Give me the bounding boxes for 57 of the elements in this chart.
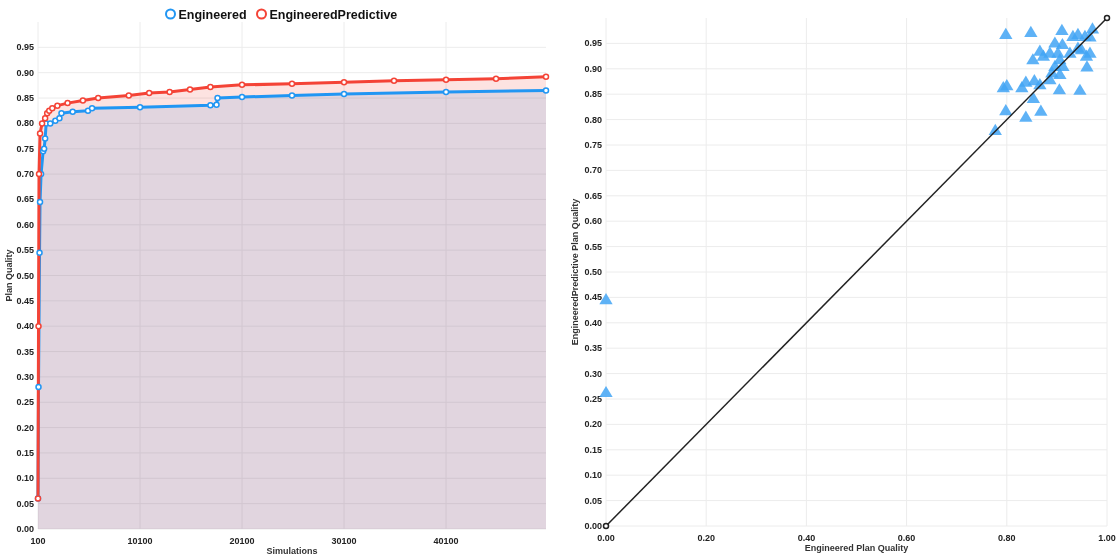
legend-label: EngineeredPredictive [269, 7, 398, 22]
y-tick-label: 0.85 [584, 89, 602, 100]
y-tick-label: 0.20 [16, 422, 34, 433]
y-tick-label: 0.15 [584, 444, 602, 455]
y-tick-label: 0.45 [584, 292, 602, 303]
y-tick-label: 0.70 [584, 165, 602, 176]
y-tick-label: 0.90 [584, 63, 602, 74]
x-axis-title: Engineered Plan Quality [804, 543, 909, 553]
y-tick-label: 0.30 [16, 371, 34, 382]
y-tick-label: 0.45 [16, 295, 34, 306]
y-tick-label: 0.95 [584, 38, 602, 49]
x-tick-label: 0.00 [597, 533, 615, 543]
y-tick-label: 0.30 [584, 368, 602, 379]
y-tick-label: 0.25 [584, 394, 602, 404]
x-tick-label: 10100 [127, 536, 153, 546]
x-tick-label: 30100 [331, 536, 357, 546]
x-tick-label: 0.40 [797, 533, 816, 543]
y-axis-title: Plan Quality [4, 249, 14, 302]
y-tick-label: 0.75 [16, 143, 34, 154]
y-tick-label: 0.20 [584, 419, 602, 430]
x-tick-label: 0.20 [697, 533, 715, 543]
y-tick-label: 0.60 [16, 219, 34, 230]
x-tick-label: 0.80 [998, 533, 1016, 543]
y-tick-label: 0.70 [16, 169, 34, 180]
y-tick-label: 0.75 [584, 140, 602, 150]
y-tick-label: 0.35 [16, 346, 34, 357]
x-tick-label: 20100 [229, 536, 255, 546]
x-tick-label: 100 [30, 536, 46, 546]
y-tick-label: 0.50 [584, 267, 602, 277]
y-tick-label: 0.85 [16, 93, 34, 104]
y-tick-label: 0.55 [16, 245, 34, 256]
y-tick-label: 0.65 [584, 190, 602, 201]
y-tick-label: 0.10 [16, 473, 34, 484]
y-tick-label: 0.95 [16, 42, 34, 53]
y-tick-label: 0.15 [16, 447, 34, 458]
y-tick-label: 0.65 [16, 194, 34, 205]
y-tick-label: 0.35 [584, 343, 602, 354]
x-axis-title: Simulations [266, 546, 318, 556]
x-tick-label: 40100 [433, 536, 459, 546]
y-tick-label: 0.50 [16, 270, 34, 281]
y-axis-title: EngineeredPredictive Plan Quality [570, 198, 580, 346]
x-tick-label: 1.00 [1098, 533, 1116, 543]
y-tick-label: 0.05 [16, 498, 34, 509]
y-tick-label: 0.60 [584, 216, 602, 227]
y-tick-label: 0.10 [584, 470, 602, 481]
legend-label: Engineered [178, 7, 247, 22]
y-tick-label: 0.55 [584, 241, 602, 252]
y-tick-label: 0.00 [584, 521, 602, 531]
y-tick-label: 0.05 [584, 495, 602, 506]
x-tick-label: 0.60 [897, 533, 916, 543]
y-tick-label: 0.80 [584, 114, 602, 125]
y-tick-label: 0.40 [584, 317, 602, 328]
y-tick-label: 0.80 [16, 118, 34, 129]
y-tick-label: 0.00 [16, 524, 34, 534]
y-tick-label: 0.90 [16, 67, 34, 78]
y-tick-label: 0.25 [16, 397, 34, 408]
y-tick-label: 0.40 [16, 321, 34, 332]
